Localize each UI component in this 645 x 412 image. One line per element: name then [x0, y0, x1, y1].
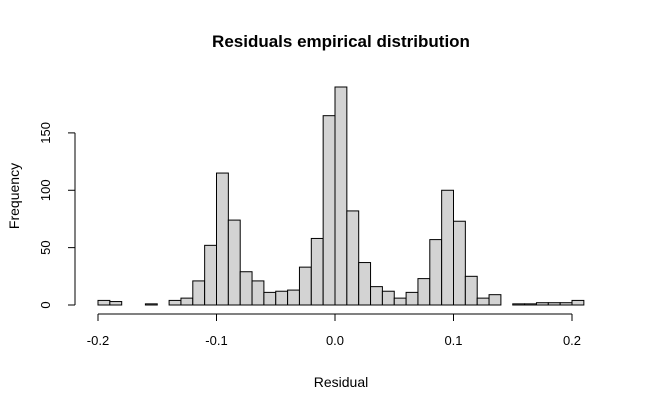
- y-tick-label: 150: [38, 122, 53, 144]
- chart-title: Residuals empirical distribution: [212, 32, 470, 51]
- x-tick-label: 0.2: [563, 333, 581, 348]
- histogram-bar: [358, 262, 372, 306]
- histogram-bar: [192, 280, 206, 306]
- histogram-bar: [571, 299, 585, 306]
- histogram-bar: [346, 210, 360, 306]
- y-tick-label: 0: [38, 301, 53, 308]
- histogram-bar: [227, 219, 241, 306]
- x-axis: -0.2 -0.1 0.0 0.1 0.2: [87, 313, 581, 348]
- histogram-bar: [239, 271, 253, 306]
- y-axis-label: Frequency: [6, 163, 22, 229]
- bars-group: [97, 86, 585, 306]
- histogram-bar: [251, 280, 265, 306]
- y-axis: 0 50 100 150: [38, 122, 76, 309]
- histogram-bar: [512, 303, 526, 306]
- histogram-bar: [381, 290, 395, 306]
- histogram-bar: [204, 244, 217, 306]
- x-tick-label: -0.1: [205, 333, 227, 348]
- histogram-bar: [334, 86, 348, 306]
- y-tick-label: 100: [38, 179, 53, 201]
- histogram-bar: [441, 189, 454, 306]
- y-tick-label: 50: [38, 240, 53, 254]
- histogram-bar: [168, 299, 182, 306]
- histogram-bar: [263, 291, 277, 306]
- histogram-bar: [535, 302, 549, 306]
- histogram-bar: [216, 172, 229, 306]
- histogram-bar: [547, 302, 561, 306]
- histogram-bar: [464, 275, 478, 306]
- histogram-bar: [97, 299, 111, 306]
- x-tick-label: 0.0: [326, 333, 344, 348]
- histogram-bar: [287, 289, 300, 306]
- histogram-bar: [405, 291, 419, 306]
- histogram-bar: [488, 294, 502, 306]
- histogram-bar: [109, 301, 123, 306]
- histogram-bar: [310, 237, 324, 306]
- histogram-bar: [144, 303, 158, 306]
- histogram-bar: [370, 286, 383, 306]
- histogram-bar: [524, 303, 537, 306]
- histogram-bar: [180, 297, 194, 306]
- histogram-bar: [298, 266, 312, 306]
- histogram-bar: [322, 115, 336, 306]
- x-axis-label: Residual: [314, 374, 368, 390]
- histogram-bar: [559, 302, 573, 306]
- histogram-bar: [476, 297, 490, 306]
- x-tick-label: -0.2: [87, 333, 109, 348]
- histogram-bar: [453, 220, 466, 306]
- histogram-bar: [275, 290, 289, 306]
- x-tick-label: 0.1: [444, 333, 462, 348]
- histogram-bar: [429, 239, 443, 306]
- histogram-bar: [417, 278, 431, 306]
- histogram-bar: [393, 297, 407, 306]
